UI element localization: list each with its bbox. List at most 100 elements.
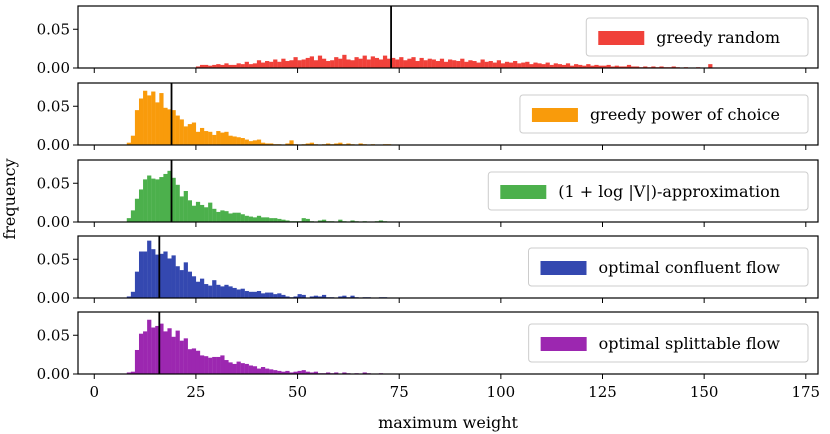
histogram-bar [460,58,465,68]
histogram-bar [212,134,217,145]
histogram-bar [232,64,237,68]
histogram-bar [464,61,469,68]
histogram-bar [277,218,282,222]
histogram-bar [187,200,192,222]
histogram-bar [208,357,213,374]
histogram-bar [378,59,384,68]
histogram-bar [423,60,428,68]
histogram-bar [236,361,241,374]
histogram-bar [582,65,587,68]
histogram-bar [240,138,245,145]
histogram-bar [313,295,319,298]
histogram-bar [496,60,502,68]
histogram-bar [220,210,225,223]
histogram-bar [626,64,632,68]
y-tick-label: 0.00 [37,365,70,383]
histogram-bar [334,57,339,68]
legend-label: (1 + log |V|)-approximation [558,182,780,201]
histogram-bar [391,57,396,68]
histogram-bar [179,270,184,298]
histogram-bar [260,142,266,145]
histogram-bar [252,217,258,222]
histogram-bar [334,143,339,145]
histogram-bar [594,64,599,68]
histogram-bar [252,63,258,68]
x-tick-label: 50 [288,383,307,401]
panel-frame [77,82,819,146]
histogram-bar [236,63,241,68]
histogram-bar [407,58,412,68]
histogram-bar [553,63,558,68]
y-tick-label: 0.05 [37,326,70,344]
histogram-bar [171,255,176,299]
histogram-bar [557,64,562,69]
histogram-bar [256,291,262,298]
histogram-bar [143,251,148,298]
panel-frame [77,235,819,299]
legend-swatch [531,108,578,122]
legend-box [585,17,809,57]
histogram-bar [289,60,294,68]
histogram-bar [191,276,197,298]
histogram-bar [224,63,229,68]
histogram-bar [561,64,567,68]
histogram-bar [614,65,619,68]
legend-swatch [540,337,587,351]
legend: optimal confluent flow [528,247,809,287]
histogram-bar [175,115,180,145]
histogram-bar [134,271,140,298]
histogram-bar [350,220,355,222]
histogram-bar [191,205,197,222]
histogram-bar [175,266,180,298]
histogram-bar [313,60,319,68]
histogram-bar [171,110,176,146]
histogram-bar [374,57,380,68]
histogram-bar [143,331,148,375]
histogram-bar [212,280,217,298]
histogram-bar [415,61,420,68]
histogram-bar [285,143,290,145]
histogram-bar [484,61,489,68]
y-tick-label: 0.05 [37,250,70,268]
x-tick-label: 150 [690,383,719,401]
histogram-bar [301,218,306,223]
histogram-bar [204,207,209,222]
histogram-bar [301,370,306,375]
histogram-bar [228,135,233,145]
histogram-bar [130,135,136,145]
histogram-bar [171,336,176,374]
histogram-bar [281,371,286,374]
histogram-bar [248,64,253,69]
y-tick-label: 0.00 [37,213,70,231]
histogram-bar [256,60,262,68]
histogram-bar [138,189,144,222]
histogram-bar [338,296,343,298]
panel-5: 0.00 0.05 optimal splittable flow [37,311,819,383]
histogram-bar [134,198,140,222]
histogram-bar [220,64,225,68]
histogram-bar [378,220,384,222]
histogram-bar [301,294,306,298]
histogram-bar [269,292,274,298]
histogram-bar [330,60,335,68]
histogram-bar [293,296,298,298]
histogram-bar [476,62,481,68]
histogram-bar [256,139,262,145]
histogram-bar [399,57,404,68]
histogram-bar [244,61,249,68]
histogram-bar [346,59,351,68]
histogram-bar [419,57,424,68]
histogram-bar [321,294,327,298]
y-tick-label: 0.00 [37,289,70,307]
histogram-bar [411,57,416,68]
histogram-bar [273,218,278,223]
histogram-bar [443,61,449,68]
histogram-bar [151,249,156,298]
histogram-bar [366,59,371,68]
histogram-bar [260,367,266,374]
histogram-bar [525,61,530,68]
histogram-bar [338,219,343,222]
histogram-bar [208,285,213,298]
histogram-bar [228,362,233,375]
